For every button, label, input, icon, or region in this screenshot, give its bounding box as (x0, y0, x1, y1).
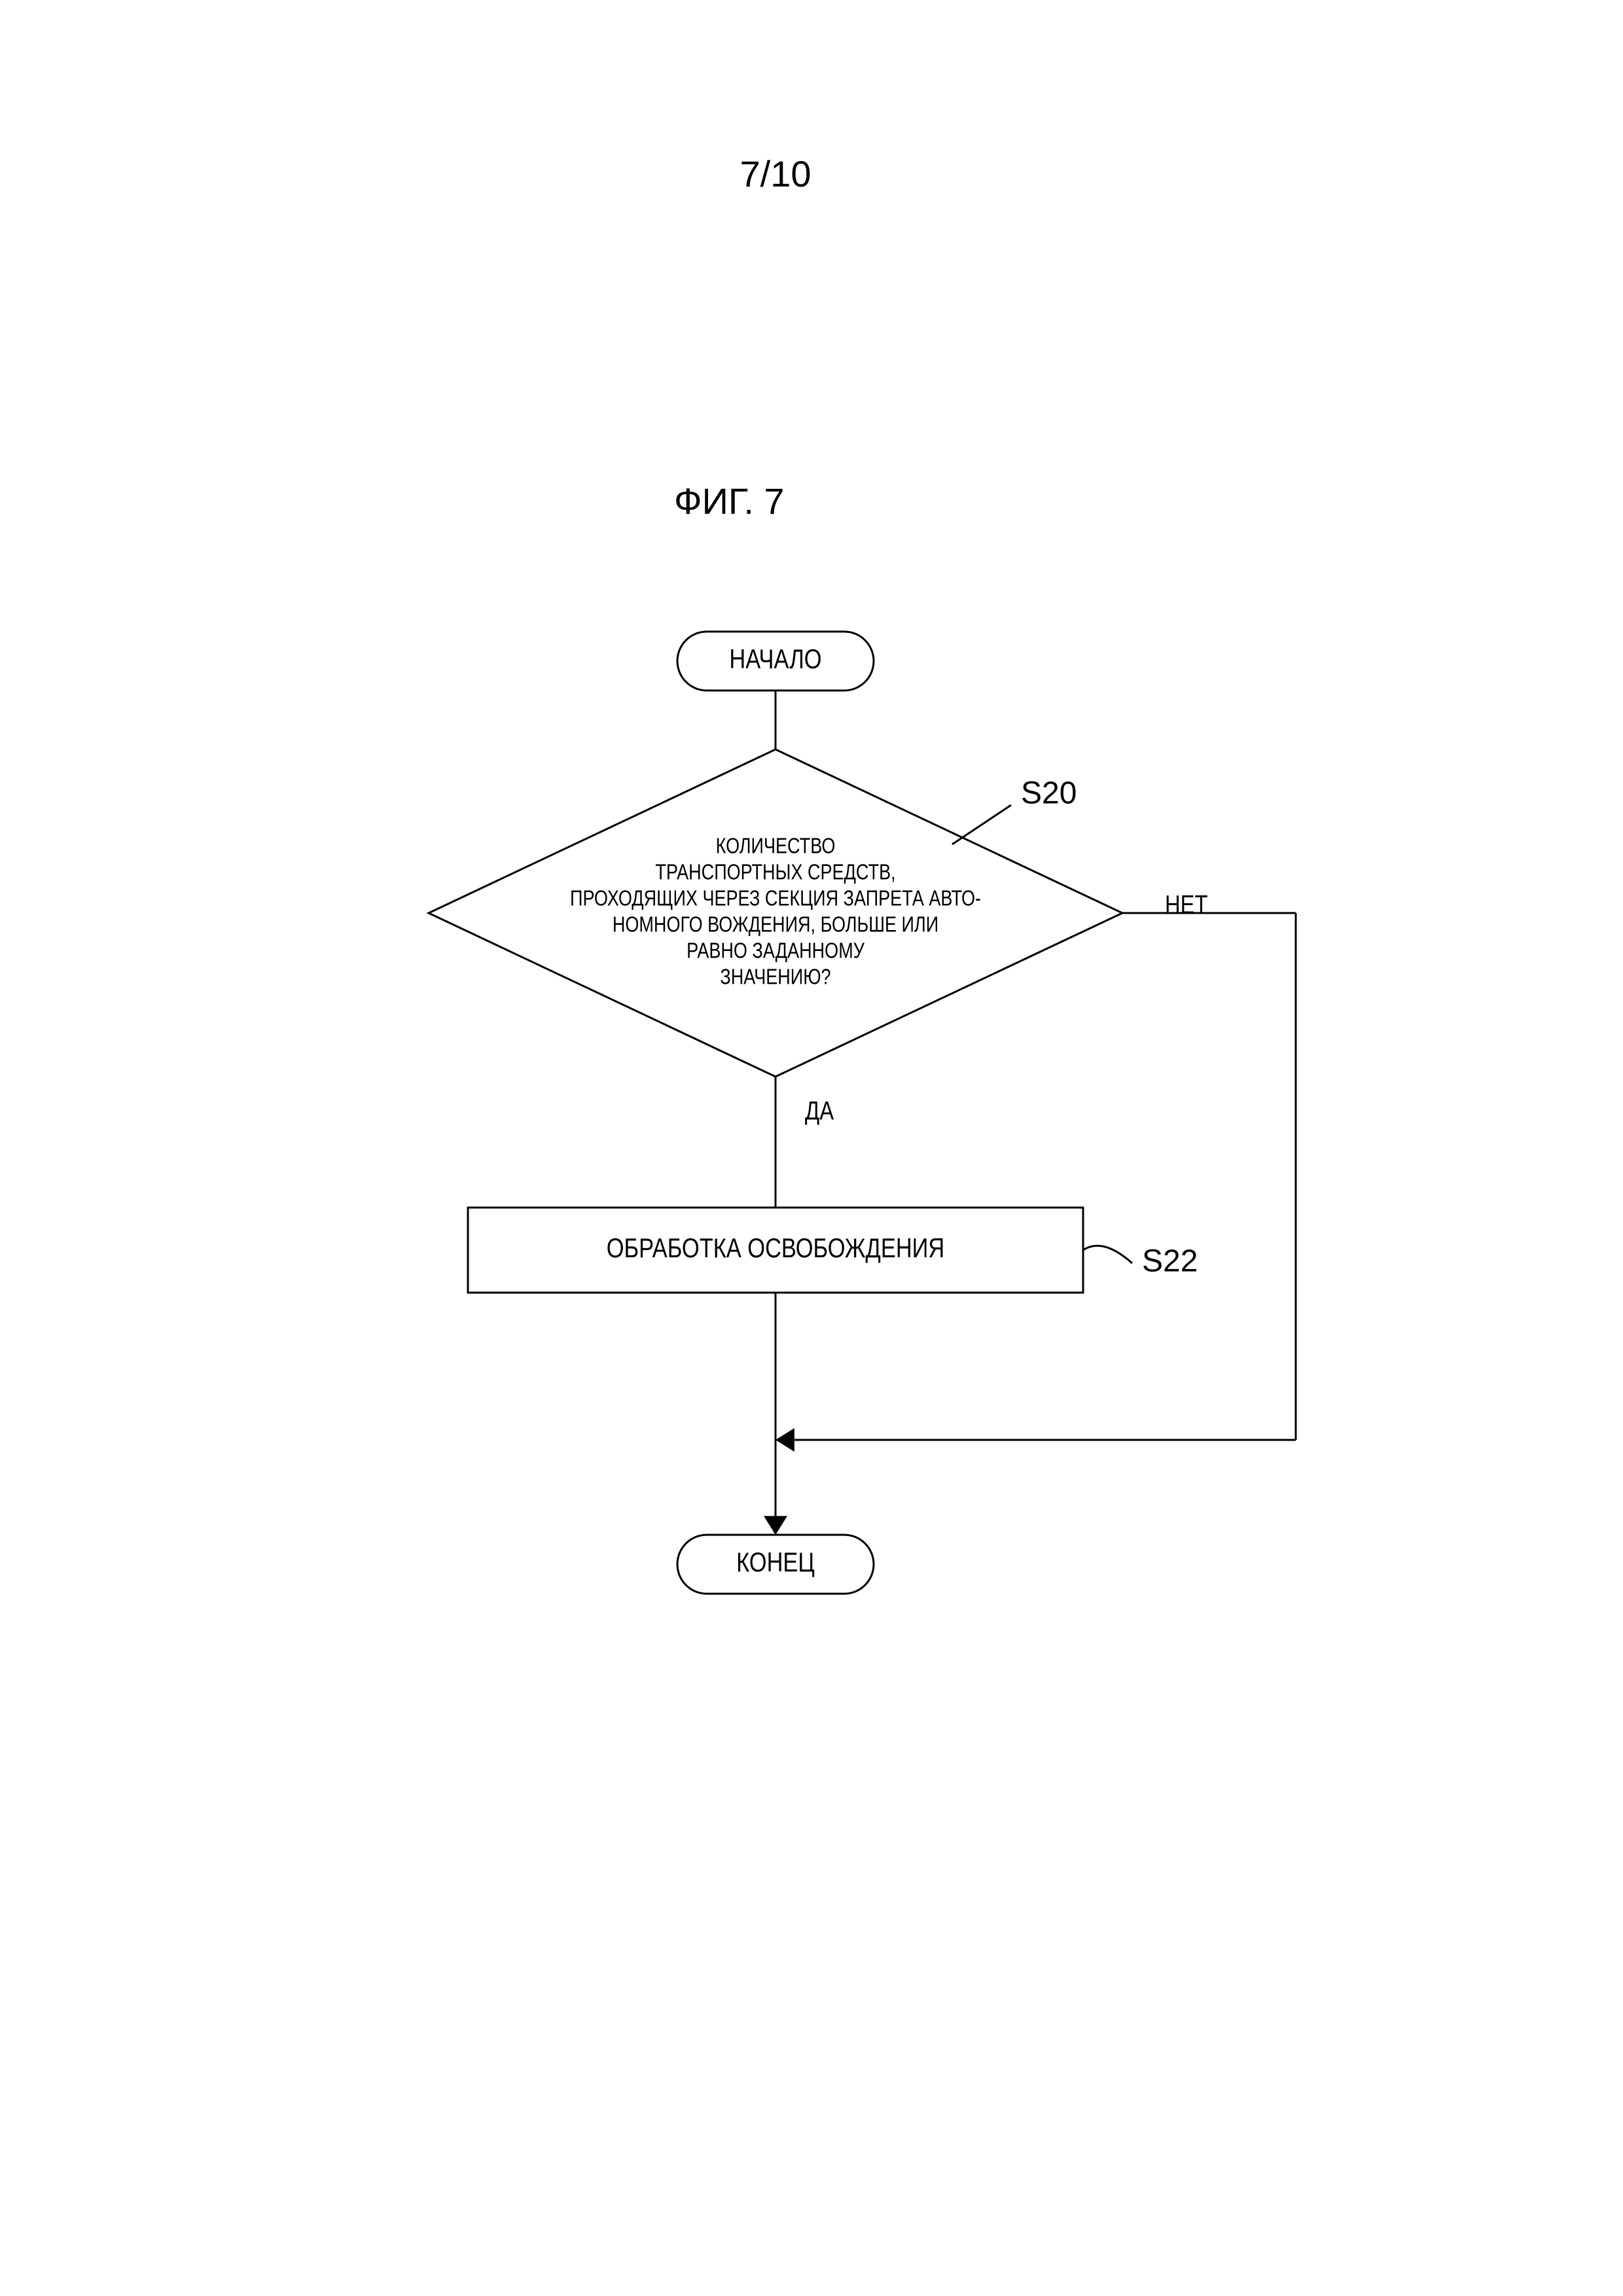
svg-text:РАВНО ЗАДАННОМУ: РАВНО ЗАДАННОМУ (687, 939, 865, 963)
svg-text:НОМНОГО ВОЖДЕНИЯ, БОЛЬШЕ ИЛИ: НОМНОГО ВОЖДЕНИЯ, БОЛЬШЕ ИЛИ (613, 913, 938, 937)
svg-text:S20: S20 (1021, 776, 1077, 811)
svg-text:КОНЕЦ: КОНЕЦ (736, 1547, 815, 1578)
svg-text:7/10: 7/10 (740, 153, 812, 194)
svg-text:НАЧАЛО: НАЧАЛО (729, 644, 821, 675)
svg-text:ФИГ. 7: ФИГ. 7 (674, 480, 785, 522)
svg-text:ПРОХОДЯЩИХ ЧЕРЕЗ СЕКЦИЯ ЗАПРЕТ: ПРОХОДЯЩИХ ЧЕРЕЗ СЕКЦИЯ ЗАПРЕТА АВТО- (570, 887, 981, 910)
svg-text:ЗНАЧЕНИЮ?: ЗНАЧЕНИЮ? (720, 965, 830, 989)
svg-text:НЕТ: НЕТ (1165, 889, 1208, 919)
svg-text:КОЛИЧЕСТВО: КОЛИЧЕСТВО (716, 834, 836, 858)
svg-text:ДА: ДА (805, 1096, 834, 1125)
svg-text:ОБРАБОТКА ОСВОБОЖДЕНИЯ: ОБРАБОТКА ОСВОБОЖДЕНИЯ (607, 1233, 945, 1264)
svg-text:ТРАНСПОРТНЫХ СРЕДСТВ,: ТРАНСПОРТНЫХ СРЕДСТВ, (655, 861, 895, 884)
svg-text:S22: S22 (1142, 1244, 1198, 1279)
